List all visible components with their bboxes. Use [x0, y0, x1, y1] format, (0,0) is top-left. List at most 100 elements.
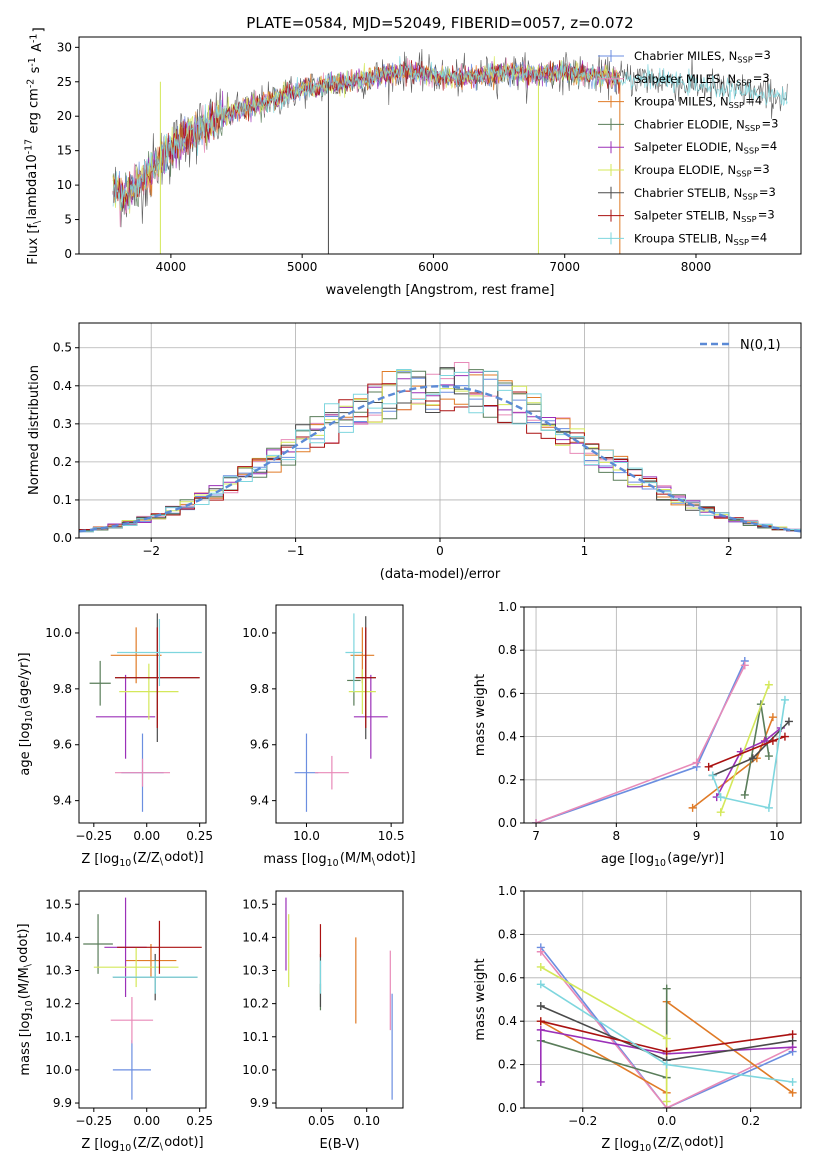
- y-tick-label: 0.4: [498, 1014, 517, 1028]
- x-tick-label: −2: [142, 544, 160, 558]
- y-tick-label: 10.4: [242, 930, 269, 944]
- weight-line: [692, 716, 774, 809]
- clip-weight-vs-Z-group: [536, 943, 797, 1108]
- normal-curve: [79, 384, 801, 533]
- x-tick-label: 1: [581, 544, 589, 558]
- clip-spec-group: [112, 48, 788, 254]
- legend-entry: Salpeter STELIB, NSSP =3: [634, 208, 775, 224]
- weight-point: [536, 962, 545, 971]
- weight-point: [536, 1002, 545, 1011]
- weight-point: [536, 1025, 545, 1034]
- residuals-xlabel: (data-model)/error: [380, 567, 501, 582]
- clip-age-vs-Z-group: [89, 613, 202, 812]
- legend-entry: Chabrier STELIB, NSSP =3: [634, 185, 776, 201]
- weight-point: [784, 717, 793, 726]
- weight-point: [688, 803, 697, 812]
- axes-frame: [78, 36, 802, 255]
- y-tick-label: 0.8: [498, 927, 517, 941]
- y-tick-label: 20: [57, 109, 72, 123]
- weight-point: [536, 1077, 545, 1086]
- weight-line: [540, 946, 793, 1108]
- figure-title: PLATE=0584, MJD=52049, FIBERID=0057, z=0…: [246, 14, 633, 32]
- y-tick-label: 15: [57, 144, 72, 158]
- y-tick-label: 10.0: [242, 1063, 269, 1077]
- y-tick-label: 0.0: [53, 531, 72, 545]
- y-tick-label: 9.6: [53, 738, 72, 752]
- x-tick-label: 8000: [681, 260, 712, 274]
- weight-point: [788, 1077, 797, 1086]
- weight-point: [780, 695, 789, 704]
- y-tick-label: 0.0: [498, 1101, 517, 1115]
- y-tick-label: 0.4: [53, 379, 72, 393]
- clip-mass-vs-EBV-group: [285, 897, 393, 1100]
- y-tick-label: 9.6: [250, 738, 269, 752]
- y-tick-label: 9.4: [250, 794, 269, 808]
- x-tick-label: 0.2: [741, 1114, 760, 1128]
- weight-point: [780, 732, 789, 741]
- x-tick-label: 8: [613, 829, 621, 843]
- y-tick-label: 10.0: [45, 626, 72, 640]
- weight-point: [768, 736, 777, 745]
- y-tick-label: 10: [57, 178, 72, 192]
- legend-entry: Kroupa STELIB, NSSP =4: [634, 230, 767, 246]
- weight-point: [532, 819, 541, 823]
- y-tick-label: 0: [64, 247, 72, 261]
- y-tick-label: 0.6: [498, 971, 517, 985]
- weight-point: [708, 771, 717, 780]
- mass-vs-Z-xlabel: Z [log10 (Z/Z\ odot)]: [81, 1135, 203, 1154]
- y-tick-label: 9.8: [250, 682, 269, 696]
- x-tick-label: −0.25: [75, 829, 112, 843]
- axes-frame: [78, 890, 207, 1109]
- axes-frame: [275, 604, 404, 824]
- weight-vs-age-ylabel: mass weight: [473, 674, 488, 756]
- y-tick-label: 10.0: [242, 626, 269, 640]
- y-tick-label: 9.9: [250, 1096, 269, 1110]
- legend-entry: Salpeter ELODIE, NSSP =4: [634, 139, 777, 155]
- legend-entry: Kroupa ELODIE, NSSP =3: [634, 162, 770, 178]
- weight-vs-Z-xlabel: Z [log10 (Z/Z\ odot)]: [601, 1135, 723, 1154]
- weight-vs-age-xlabel: age [log10 (age/yr)]: [601, 851, 724, 869]
- axes-frame: [523, 890, 802, 1109]
- axes-frame: [523, 606, 802, 824]
- spectrum-ylabel: Flux [f\ lambda10-17 erg cm-2 s-1 A-1 ]: [24, 27, 47, 264]
- y-tick-label: 1.0: [498, 600, 517, 614]
- y-tick-label: 9.8: [53, 682, 72, 696]
- y-tick-label: 9.4: [53, 794, 72, 808]
- legend-normal-label: N(0,1): [740, 338, 781, 353]
- weight-point: [764, 680, 773, 689]
- weight-point: [662, 1034, 671, 1043]
- x-tick-label: 7: [532, 829, 540, 843]
- y-tick-label: 25: [57, 75, 72, 89]
- x-tick-label: 7000: [549, 260, 580, 274]
- x-tick-label: 9: [693, 829, 701, 843]
- weight-point: [536, 947, 545, 956]
- x-tick-label: 6000: [418, 260, 449, 274]
- weight-point: [748, 754, 757, 763]
- weight-line: [535, 660, 746, 823]
- weight-point: [764, 752, 773, 761]
- x-tick-label: 5000: [287, 260, 318, 274]
- x-tick-label: −1: [287, 544, 305, 558]
- weight-point: [716, 808, 725, 817]
- weight-point: [536, 1017, 545, 1026]
- x-tick-label: 4000: [156, 260, 187, 274]
- x-tick-label: 0: [436, 544, 444, 558]
- age-vs-mass-xlabel: mass [log10 (M/M\ odot)]: [263, 850, 415, 869]
- weight-point: [662, 1047, 671, 1056]
- x-tick-label: 0.10: [353, 1114, 380, 1128]
- x-tick-label: 0.25: [186, 1114, 213, 1128]
- weight-vs-Z-ylabel: mass weight: [473, 958, 488, 1040]
- y-tick-label: 0.8: [498, 643, 517, 657]
- spectrum-line: [112, 56, 788, 209]
- y-tick-label: 10.3: [242, 964, 269, 978]
- weight-point: [704, 762, 713, 771]
- weight-point: [768, 713, 777, 722]
- y-tick-label: 0.0: [498, 816, 517, 830]
- residual-histogram: [79, 369, 801, 534]
- weight-point: [536, 980, 545, 989]
- axes-frame: [275, 890, 404, 1109]
- y-tick-label: 1.0: [498, 884, 517, 898]
- weight-point: [662, 1097, 671, 1106]
- weight-point: [662, 1060, 671, 1069]
- y-tick-label: 10.5: [45, 897, 72, 911]
